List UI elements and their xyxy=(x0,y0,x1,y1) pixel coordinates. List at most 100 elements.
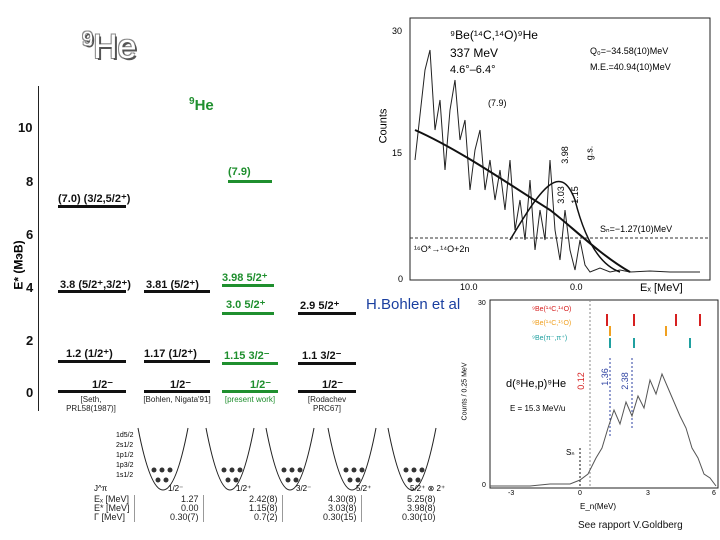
table-cell: 0.30(10) xyxy=(360,513,440,522)
reaction-label: d(⁸He,p)⁹He xyxy=(506,378,567,390)
orbital-label: 1s1/2 xyxy=(116,472,134,479)
table-cell: 1.27 xyxy=(133,495,204,504)
table-header: E* [MeV] xyxy=(94,503,130,513)
level-line xyxy=(222,362,278,365)
x-tick: 0.0 xyxy=(570,282,583,292)
level-label: 1.1 3/2⁻ xyxy=(302,350,342,362)
threshold-label: Sₙ=−1.27(10)MeV xyxy=(600,224,673,234)
table-header: Eₓ [MeV] xyxy=(94,494,129,504)
spin-value: 5/2⁺ xyxy=(356,484,372,493)
q-value: Q₀=−34.58(10)MeV xyxy=(590,46,669,56)
table-cell: 0.30(15) xyxy=(281,513,362,522)
level-label: 1.17 (1/2⁺) xyxy=(144,348,197,360)
beam-energy: 337 MeV xyxy=(450,46,499,60)
peak-label: 1.15 xyxy=(569,186,580,204)
level-label: (7.9) xyxy=(228,166,251,178)
level-scheme-panel: 9He xyxy=(38,86,369,411)
y-tick: 0 xyxy=(398,274,404,284)
orbital-label: 1p1/2 xyxy=(116,452,134,459)
table-cell: 0.00 xyxy=(133,504,204,513)
table-row: Eₓ [MeV] 1.27 2.42(8) 4.30(8) 5.25(8) xyxy=(90,495,440,504)
mark-label: 2.38 xyxy=(619,372,630,390)
spectrum-bottom-plot xyxy=(489,299,719,489)
y-axis-label: E* (MэB) xyxy=(11,240,26,290)
table-cell: 3.03(8) xyxy=(281,504,362,513)
level-line xyxy=(222,390,278,393)
level-line xyxy=(144,290,210,293)
level-label: 3.81 (5/2⁺) xyxy=(146,279,199,291)
spectrum-top-plot xyxy=(409,17,711,281)
shell-diagram-svg xyxy=(137,427,437,491)
y-axis-label: Counts / 0.25 MeV xyxy=(461,362,469,421)
x-axis-label: E_n(MeV) xyxy=(580,502,617,511)
mark-label: 1.36 xyxy=(599,368,610,386)
table-cell: 2.42(8) xyxy=(202,495,283,504)
slide-title: 9He xyxy=(82,28,137,66)
level-label: 2.9 5/2⁺ xyxy=(300,300,340,312)
y-tick: 2 xyxy=(26,333,34,348)
table-cell: 4.30(8) xyxy=(281,495,362,504)
level-line xyxy=(298,390,356,393)
level-label: 3.98 5/2⁺ xyxy=(222,272,268,284)
y-tick: 15 xyxy=(392,148,403,158)
legend-item: ⁹Be(π⁻,π⁺) xyxy=(532,335,568,342)
reaction-label: ⁹Be(¹⁴C,¹⁴O)⁹He xyxy=(450,28,538,42)
x-tick: 6 xyxy=(712,490,716,497)
credit-bohlen: H.Bohlen et al xyxy=(366,296,461,313)
spin-value: 1/2⁻ xyxy=(168,484,184,493)
level-line xyxy=(222,284,274,287)
level-label: 1/2⁻ xyxy=(170,379,192,391)
x-tick: -3 xyxy=(508,490,515,497)
spin-label: J^π xyxy=(94,484,108,493)
level-label: 1/2⁻ xyxy=(250,379,272,391)
level-line xyxy=(58,360,126,363)
table-cell: 0.30(7) xyxy=(133,513,204,522)
table-cell: 0.7(2) xyxy=(202,513,283,522)
reference: [Rodachev PRC67] xyxy=(307,395,347,413)
peak-label: 3.98 xyxy=(559,146,570,164)
orbital-label: 2s1/2 xyxy=(116,442,134,449)
beam-energy: E = 15.3 MeV/u xyxy=(510,404,566,413)
level-table: Eₓ [MeV] 1.27 2.42(8) 4.30(8) 5.25(8) E*… xyxy=(90,495,440,522)
y-tick: 30 xyxy=(392,26,403,36)
spectrum-top-panel: ⁹Be(¹⁴C,¹⁴O)⁹He 337 MeV 4.6°–6.4° Q₀=−34… xyxy=(370,10,720,300)
level-line xyxy=(58,205,126,208)
spin-value: 3/2⁻ xyxy=(296,484,312,493)
level-label: 1/2⁻ xyxy=(322,379,344,391)
x-tick: 3 xyxy=(646,490,650,497)
y-tick: 4 xyxy=(26,280,34,295)
reference: [Bohlen, Nigata'91] xyxy=(143,395,211,404)
legend-item: ⁹Be(¹⁴C,¹⁵O) xyxy=(532,320,572,327)
y-tick: 0 xyxy=(26,385,34,400)
level-line xyxy=(144,390,210,393)
y-tick: 0 xyxy=(482,482,486,489)
table-row: Γ [MeV] 0.30(7) 0.7(2) 0.30(15) 0.30(10) xyxy=(90,513,440,522)
x-tick: 10.0 xyxy=(460,282,478,292)
level-label: 1.15 3/2⁻ xyxy=(224,350,270,362)
level-line xyxy=(228,180,272,183)
level-line xyxy=(298,312,356,315)
level-label: 3.8 (5/2⁺,3/2⁺) xyxy=(60,279,131,291)
y-axis-label: Counts xyxy=(377,108,390,144)
level-line xyxy=(144,360,210,363)
level-label: 3.0 5/2⁺ xyxy=(226,299,266,311)
reference: [Seth, PRL58(1987)] xyxy=(66,395,116,413)
level-label: 1.2 (1/2⁺) xyxy=(66,348,113,360)
table-cell: 1.15(8) xyxy=(202,504,283,513)
orbital-label: 1d5/2 xyxy=(116,432,134,439)
level-line xyxy=(58,390,126,393)
level-scheme-title: 9He xyxy=(189,96,214,114)
spin-value: 1/2⁺ xyxy=(236,484,252,493)
spectrum-bottom-panel: ⁹Be(¹⁴C,¹⁴O) ⁹Be(¹⁴C,¹⁵O) ⁹Be(π⁻,π⁺) d(⁸… xyxy=(461,298,720,520)
spin-value: 5/2⁺ ⊗ 2⁺ xyxy=(410,484,446,493)
table-row: E* [MeV] 0.00 1.15(8) 3.03(8) 3.98(8) xyxy=(90,504,440,513)
level-label: (7.0) (3/2,5/2⁺) xyxy=(58,193,131,205)
peak-label: 3.03 xyxy=(555,186,566,204)
table-cell: 5.25(8) xyxy=(360,495,440,504)
level-label: 1/2⁻ xyxy=(92,379,114,391)
peak-label: (7.9) xyxy=(488,98,507,108)
orbital-label: 1p3/2 xyxy=(116,462,134,469)
table-cell: 3.98(8) xyxy=(360,504,440,513)
level-line xyxy=(222,312,274,315)
